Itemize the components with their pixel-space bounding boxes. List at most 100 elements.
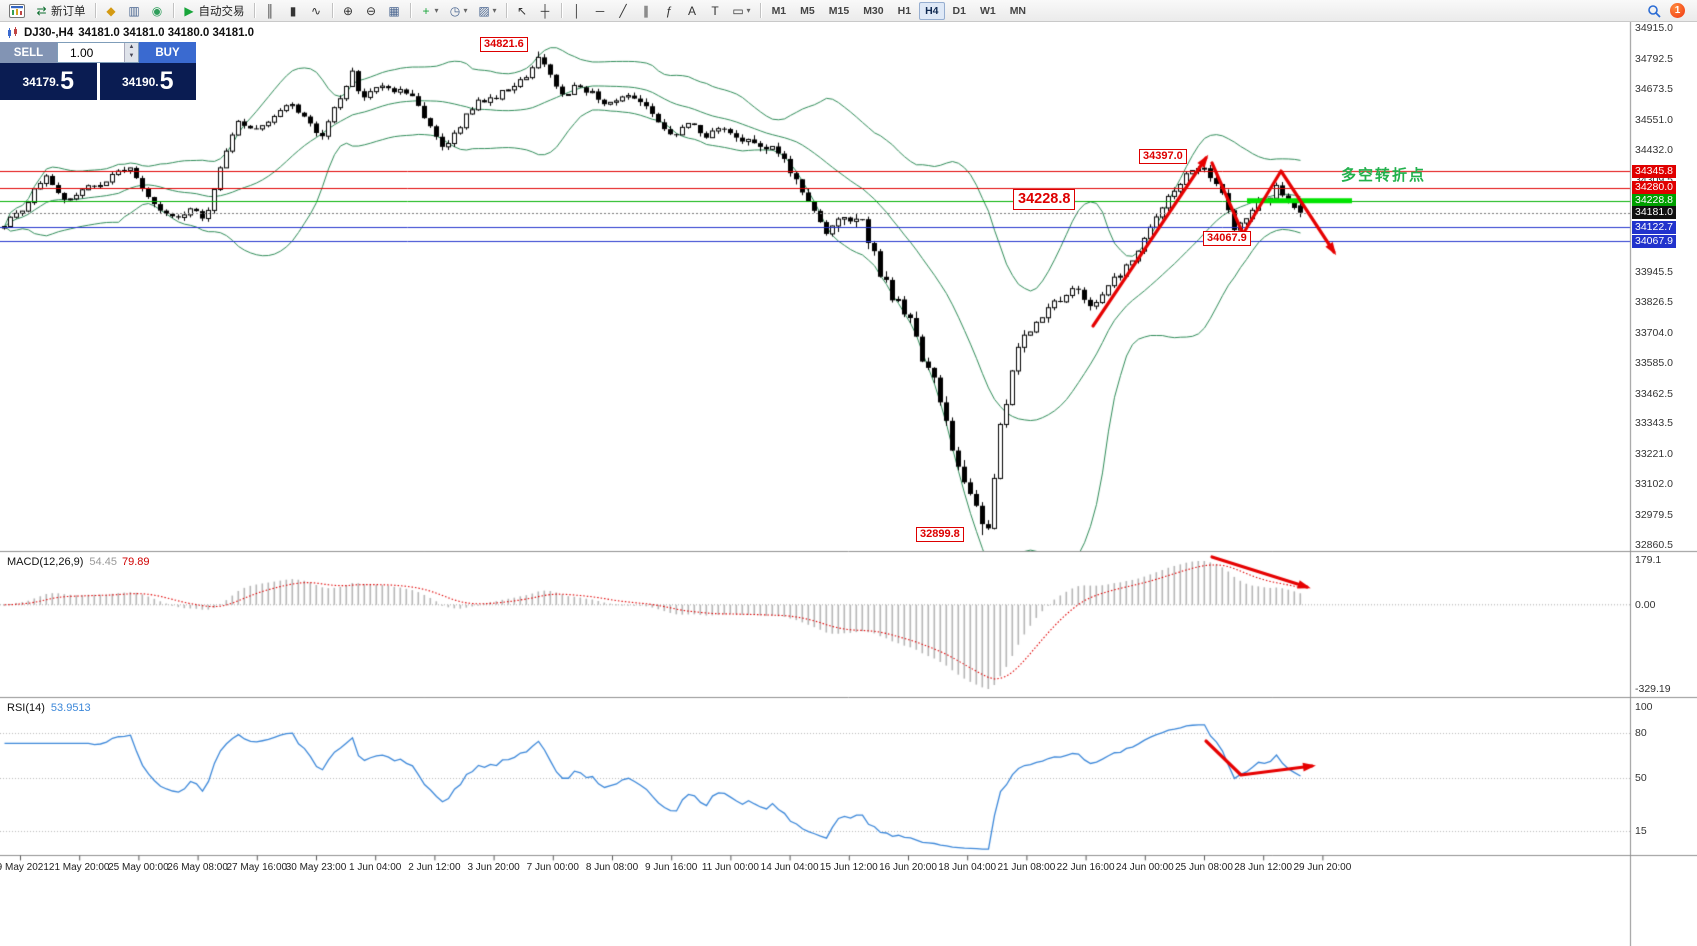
volume-up-icon[interactable]: ▲ <box>128 44 135 50</box>
toolbar-separator <box>331 3 333 18</box>
text-button[interactable]: A <box>682 0 703 21</box>
data-window-button[interactable]: ▥ <box>124 0 145 21</box>
indicators-icon: + <box>422 3 430 18</box>
cursor-button[interactable]: ↖ <box>512 0 533 21</box>
symbol-ohlc: 34181.0 34181.0 34180.0 34181.0 <box>78 27 255 39</box>
fibonacci-button[interactable]: ƒ <box>659 0 680 21</box>
turning-point-annotation[interactable]: 多空转折点 <box>1341 167 1427 184</box>
autotrading-button-label: 自动交易 <box>198 5 245 18</box>
price-callout[interactable]: 34821.6 <box>480 37 528 52</box>
timeframe-h1[interactable]: H1 <box>897 4 912 17</box>
navigator-icon: ◉ <box>151 3 163 18</box>
toolbar-buttons: ⇄ 新订单 ◆ ▥ ◉ ▶ 自动交易 ║ ▮ ∿ ⊕ ⊖ ▦ + ▾ ◷ ▾ ▨ ▾ ↖ ┼ │ ─ ╱ ∥ ƒ A T ▭ ▾ <box>30 0 756 21</box>
time-axis-label: 25 Jun 08:00 <box>1175 862 1233 873</box>
templates-button[interactable]: ▨ ▾ <box>474 0 501 21</box>
macd-signal-value: 79.89 <box>121 556 150 568</box>
tile-windows-button[interactable]: ▦ <box>384 0 405 21</box>
price-chart-canvas[interactable] <box>0 22 1697 946</box>
timeframe-m15[interactable]: M15 <box>828 4 850 17</box>
volume-value[interactable]: 1.00 <box>70 45 94 60</box>
time-axis-label: 16 Jun 20:00 <box>879 862 937 873</box>
macd-main-value: 54.45 <box>89 556 117 568</box>
time-axis-label: 15 Jun 12:00 <box>819 862 878 873</box>
channel-icon: ∥ <box>643 3 650 18</box>
time-axis-label: 28 Jun 12:00 <box>1234 862 1293 873</box>
app-logo-icon <box>5 0 29 21</box>
indicators-button[interactable]: + ▾ <box>416 0 443 21</box>
toolbar-separator <box>253 3 255 18</box>
line-chart-icon: ∿ <box>310 3 322 18</box>
search-icon[interactable] <box>1643 0 1665 21</box>
notification-badge[interactable]: 1 <box>1670 3 1685 18</box>
timeframe-d1[interactable]: D1 <box>952 4 966 17</box>
price-level-badge: 34067.9 <box>1632 234 1676 248</box>
timeframe-mn[interactable]: MN <box>1009 4 1027 17</box>
price-callout[interactable]: 34228.8 <box>1013 189 1076 210</box>
zoom-out-button[interactable]: ⊖ <box>361 0 382 21</box>
volume-input[interactable]: 1.00 ▲ ▼ <box>57 42 139 63</box>
timeframe-toolbar: M1 M5 M15 M30 H1 H4 D1 W1 MN <box>765 1 1033 20</box>
chevron-down-icon: ▾ <box>492 6 497 15</box>
timeframe-m30[interactable]: M30 <box>863 4 884 17</box>
periods-button[interactable]: ◷ ▾ <box>445 0 472 21</box>
crosshair-button[interactable]: ┼ <box>535 0 556 21</box>
price-callout[interactable]: 32899.8 <box>916 527 964 542</box>
price-axis[interactable]: 34915.034792.534673.534551.034432.034309… <box>1632 0 1696 946</box>
rsi-value: 53.9513 <box>50 702 91 714</box>
price-axis-tick: 33221.0 <box>1635 448 1673 461</box>
periods-icon: ◷ <box>449 3 461 18</box>
main-toolbar: ⇄ 新订单 ◆ ▥ ◉ ▶ 自动交易 ║ ▮ ∿ ⊕ ⊖ ▦ + ▾ ◷ ▾ ▨ ▾ ↖ ┼ │ ─ ╱ ∥ ƒ A T ▭ ▾ M1 M5… <box>0 0 1697 22</box>
navigator-button[interactable]: ◉ <box>147 0 168 21</box>
time-axis-label: 25 May 00:00 <box>108 862 169 873</box>
price-axis-tick: 34915.0 <box>1635 22 1673 34</box>
price-callout[interactable]: 34067.9 <box>1203 231 1251 246</box>
macd-scale-max: 179.1 <box>1635 554 1662 566</box>
text-icon: A <box>688 3 697 18</box>
time-axis-label: 18 Jun 04:00 <box>938 862 997 873</box>
toolbar-separator <box>409 3 411 18</box>
zoom-out-icon: ⊖ <box>365 3 377 18</box>
data-window-icon: ▥ <box>128 3 140 18</box>
timeframe-m5[interactable]: M5 <box>800 4 815 17</box>
price-axis-tick: 33343.5 <box>1635 417 1673 430</box>
chevron-down-icon: ▾ <box>463 6 468 15</box>
price-axis-tick: 32979.5 <box>1635 509 1673 522</box>
zoom-in-button[interactable]: ⊕ <box>338 0 359 21</box>
volume-stepper[interactable]: ▲ ▼ <box>124 43 138 62</box>
price-level-badge: 34228.8 <box>1632 194 1676 208</box>
buy-price[interactable]: 34190. 5 <box>99 63 196 100</box>
price-axis-tick: 33826.5 <box>1635 295 1673 308</box>
new-order-button[interactable]: ⇄ 新订单 <box>31 0 90 21</box>
bar-chart-button[interactable]: ║ <box>260 0 281 21</box>
volume-down-icon[interactable]: ▼ <box>128 53 135 59</box>
line-chart-button[interactable]: ∿ <box>306 0 327 21</box>
horizontal-line-button[interactable]: ─ <box>590 0 611 21</box>
channel-button[interactable]: ∥ <box>636 0 657 21</box>
label-button[interactable]: T <box>705 0 726 21</box>
trendline-button[interactable]: ╱ <box>613 0 634 21</box>
symbol-name: DJ30-,H4 <box>24 27 74 39</box>
candlestick-chart-button[interactable]: ▮ <box>283 0 304 21</box>
price-level-badge: 34122.7 <box>1632 220 1676 234</box>
timeframe-w1[interactable]: W1 <box>979 4 996 17</box>
sell-price[interactable]: 34179. 5 <box>0 63 97 100</box>
timeframe-h4[interactable]: H4 <box>919 1 945 20</box>
rsi-scale-label: 100 <box>1635 701 1653 713</box>
market-watch-button[interactable]: ◆ <box>101 0 122 21</box>
price-level-badge: 34345.8 <box>1632 164 1676 178</box>
cursor-icon: ↖ <box>517 3 528 18</box>
price-axis-tick: 33945.5 <box>1635 265 1673 278</box>
time-axis-label: 11 Jun 00:00 <box>701 862 759 873</box>
toolbar-separator <box>172 3 174 18</box>
buy-button[interactable]: BUY <box>139 42 196 63</box>
autotrading-button[interactable]: ▶ 自动交易 <box>179 0 249 21</box>
timeframe-m1[interactable]: M1 <box>771 4 787 17</box>
shapes-button[interactable]: ▭ ▾ <box>728 0 755 21</box>
vertical-line-button[interactable]: │ <box>567 0 588 21</box>
price-callout[interactable]: 34397.0 <box>1139 149 1187 164</box>
rsi-scale-label: 15 <box>1635 824 1647 837</box>
sell-button[interactable]: SELL <box>0 42 57 63</box>
time-axis-label: 29 Jun 20:00 <box>1293 862 1352 873</box>
